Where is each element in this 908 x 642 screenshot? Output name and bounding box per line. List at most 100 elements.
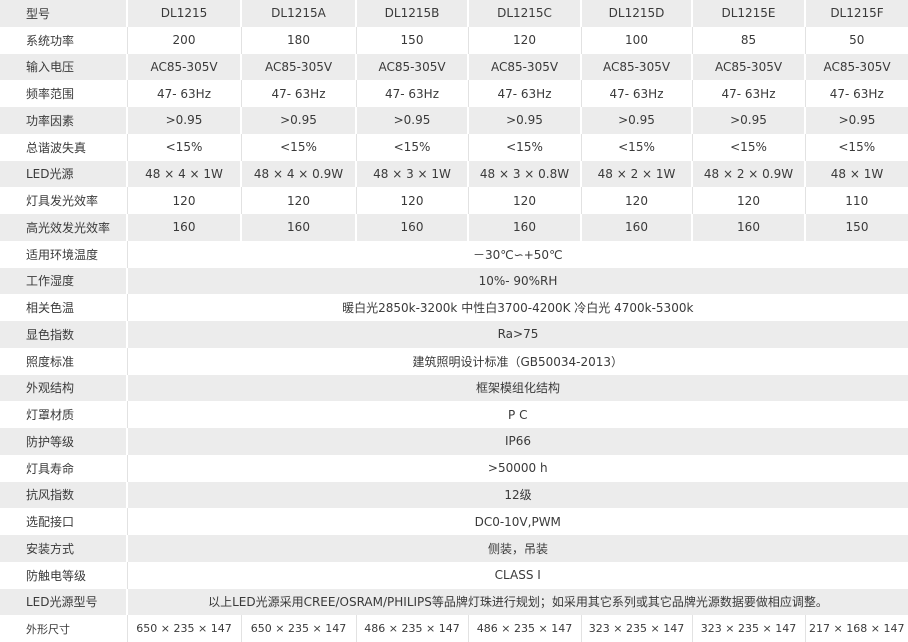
row-label: 总谐波失真	[0, 133, 127, 161]
table-row: 安装方式 侧装，吊装	[0, 535, 908, 562]
spec-value: <15%	[580, 133, 692, 161]
header-row: 型号 DL1215 DL1215A DL1215B DL1215C DL1215D DL12…	[0, 0, 908, 27]
spec-value: 120	[467, 187, 581, 214]
spec-value: <15%	[804, 133, 908, 161]
spec-value: AC85-305V	[804, 53, 908, 81]
spec-value: 47- 63Hz	[126, 80, 241, 107]
spec-value: －30℃∽+50℃	[126, 240, 908, 268]
table-row: 抗风指数 12级	[0, 481, 908, 509]
spec-value: AC85-305V	[126, 53, 241, 81]
spec-value: >50000 h	[126, 454, 908, 482]
spec-value: 47- 63Hz	[355, 80, 468, 107]
spec-value: 48 × 2 × 0.9W	[691, 160, 805, 188]
row-label: 抗风指数	[0, 481, 127, 509]
spec-value: 160	[691, 214, 805, 241]
spec-value: 160	[467, 214, 581, 241]
spec-value: AC85-305V	[580, 53, 692, 81]
spec-value: 160	[580, 214, 692, 241]
model-header: DL1215D	[580, 0, 692, 27]
spec-value: 47- 63Hz	[804, 80, 908, 107]
spec-value: 框架模组化结构	[126, 374, 908, 402]
spec-value: 48 × 3 × 0.8W	[467, 160, 581, 188]
spec-value: 暖白光2850k-3200k 中性白3700-4200K 冷白光 4700k-5…	[126, 294, 908, 321]
row-label: 相关色温	[0, 294, 127, 321]
table-row: 功率因素 >0.95 >0.95 >0.95 >0.95 >0.95 >0.95 >0.95	[0, 107, 908, 134]
row-label: 频率范围	[0, 80, 127, 107]
row-label: 适用环境温度	[0, 240, 127, 268]
spec-value: >0.95	[580, 107, 692, 134]
spec-value: P C	[126, 401, 908, 428]
table-row: 选配接口 DC0-10V,PWM	[0, 508, 908, 535]
model-header: DL1215F	[804, 0, 908, 27]
table-row: LED光源 48 × 4 × 1W 48 × 4 × 0.9W 48 × 3 × 1W…	[0, 160, 908, 188]
spec-value: 323 × 235 × 147	[691, 615, 805, 642]
table-row: 系统功率 200 180 150 120 100 85 50	[0, 26, 908, 54]
row-label: 防触电等级	[0, 561, 127, 589]
model-header: DL1215	[126, 0, 241, 27]
spec-value: <15%	[355, 133, 468, 161]
spec-value: 120	[691, 187, 805, 214]
model-header: DL1215C	[467, 0, 581, 27]
row-label: 选配接口	[0, 508, 127, 535]
row-label: 灯具寿命	[0, 454, 127, 482]
spec-value: 12级	[126, 481, 908, 509]
spec-value: 486 × 235 × 147	[467, 615, 581, 642]
spec-value: 650 × 235 × 147	[240, 615, 356, 642]
model-header: DL1215E	[691, 0, 805, 27]
table-row: 显色指数 Ra>75	[0, 321, 908, 348]
spec-value: 47- 63Hz	[467, 80, 581, 107]
table-row: 外观结构 框架模组化结构	[0, 374, 908, 402]
row-label: 外观结构	[0, 374, 127, 402]
spec-value: >0.95	[804, 107, 908, 134]
spec-value: <15%	[240, 133, 356, 161]
spec-value: 120	[580, 187, 692, 214]
row-label: 型号	[0, 0, 127, 27]
table-row: 灯具寿命 >50000 h	[0, 454, 908, 482]
spec-value: 47- 63Hz	[691, 80, 805, 107]
spec-value: 180	[240, 26, 356, 54]
row-label: 外形尺寸	[0, 615, 127, 642]
spec-value: 47- 63Hz	[240, 80, 356, 107]
row-label: 照度标准	[0, 347, 127, 375]
spec-value: 160	[240, 214, 356, 241]
row-label: LED光源	[0, 160, 127, 188]
table-row: 频率范围 47- 63Hz 47- 63Hz 47- 63Hz 47- 63Hz 47- …	[0, 80, 908, 107]
spec-value: >0.95	[467, 107, 581, 134]
row-label: 安装方式	[0, 535, 127, 562]
spec-value: DC0-10V,PWM	[126, 508, 908, 535]
spec-value: <15%	[691, 133, 805, 161]
spec-value: 48 × 4 × 1W	[126, 160, 241, 188]
spec-value: 47- 63Hz	[580, 80, 692, 107]
spec-value: 48 × 3 × 1W	[355, 160, 468, 188]
spec-value: 建筑照明设计标准（GB50034-2013）	[126, 347, 908, 375]
spec-value: 85	[691, 26, 805, 54]
model-header: DL1215B	[355, 0, 468, 27]
model-header: DL1215A	[240, 0, 356, 27]
spec-value: AC85-305V	[240, 53, 356, 81]
spec-value: >0.95	[691, 107, 805, 134]
spec-value: >0.95	[126, 107, 241, 134]
spec-value: 50	[804, 26, 908, 54]
table-row: 灯具发光效率 120 120 120 120 120 120 110	[0, 187, 908, 214]
spec-value: 以上LED光源采用CREE/OSRAM/PHILIPS等品牌灯珠进行规划；如采用…	[126, 588, 908, 616]
spec-value: >0.95	[355, 107, 468, 134]
spec-value: 48 × 2 × 1W	[580, 160, 692, 188]
spec-value: 100	[580, 26, 692, 54]
row-label: 灯罩材质	[0, 401, 127, 428]
spec-value: 217 × 168 × 147	[804, 615, 908, 642]
table-row: 相关色温 暖白光2850k-3200k 中性白3700-4200K 冷白光 470…	[0, 294, 908, 321]
table-row: 照度标准 建筑照明设计标准（GB50034-2013）	[0, 347, 908, 375]
row-label: LED光源型号	[0, 588, 127, 616]
spec-value: Ra>75	[126, 321, 908, 348]
table-row: 工作湿度 10%- 90%RH	[0, 267, 908, 295]
spec-value: <15%	[126, 133, 241, 161]
spec-value: 160	[355, 214, 468, 241]
row-label: 功率因素	[0, 107, 127, 134]
row-label: 灯具发光效率	[0, 187, 127, 214]
spec-value: >0.95	[240, 107, 356, 134]
row-label: 高光效发光效率	[0, 214, 127, 241]
table-row: 外形尺寸 650 × 235 × 147 650 × 235 × 147 486 × …	[0, 615, 908, 642]
row-label: 输入电压	[0, 53, 127, 81]
spec-value: 160	[126, 214, 241, 241]
